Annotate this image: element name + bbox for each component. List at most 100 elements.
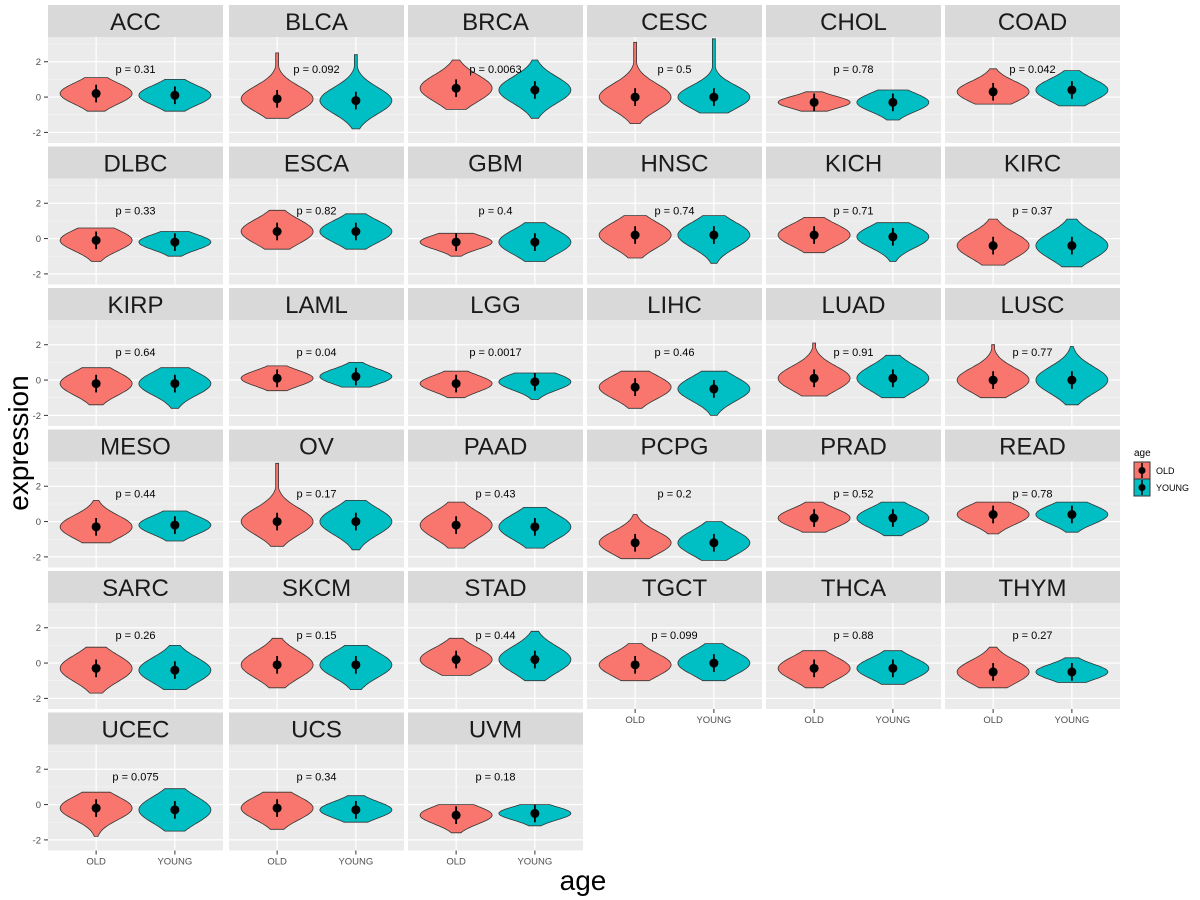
mean-point-old [630,660,640,670]
facet-strip [945,288,1120,320]
facet-panel-gbm: GBM p = 0.4 [408,146,583,285]
x-tick-label: OLD [446,857,466,868]
y-tick-label: -2 [33,552,41,563]
facet-panel-kirc: KIRC p = 0.37 [945,146,1120,285]
facet-title: ESCA [284,151,349,178]
mean-point-young [888,232,898,242]
p-value-label: p = 0.64 [115,347,155,359]
p-value-label: p = 0.34 [296,771,336,783]
p-value-label: p = 0.52 [833,488,873,500]
facet-panel-prad: PRAD p = 0.52 [766,429,941,568]
facet-strip [48,429,223,462]
facet-title: THYM [999,575,1067,602]
facet-title: PCPG [640,434,708,461]
p-value-label: p = 0.2 [658,488,692,500]
facet-strip [408,5,583,37]
facet-panel-chol: CHOL p = 0.78 [766,5,941,143]
y-tick-label: -2 [33,128,41,139]
facet-strip [408,429,583,462]
panel-background [766,603,941,709]
p-value-label: p = 0.88 [833,630,873,642]
mean-point-young [1067,85,1077,95]
mean-point-young [351,805,361,815]
facet-strip [408,146,583,179]
facet-title: LAML [285,292,348,319]
y-tick-label: 0 [36,234,41,245]
facet-strip [587,571,762,603]
mean-point-old [809,513,819,523]
mean-point-young [351,372,361,382]
facet-title: LUAD [821,292,885,319]
p-value-label: p = 0.78 [833,64,873,76]
facet-title: LIHC [647,292,702,319]
p-value-label: p = 0.43 [475,488,515,500]
x-tick-label: YOUNG [157,857,192,868]
p-value-label: p = 0.075 [112,771,158,783]
p-value-label: p = 0.18 [475,771,515,783]
facet-title: HNSC [640,151,708,178]
legend: age OLD YOUNG [1133,448,1189,497]
facet-strip [229,712,404,745]
y-tick-label: 2 [36,482,41,493]
mean-point-young [888,373,898,383]
facet-title: SKCM [282,575,351,602]
facet-panel-laml: LAML p = 0.04 [229,288,404,426]
facet-panel-meso: MESO p = 0.44 -2 0 2 [33,429,223,568]
mean-point-old [91,522,101,532]
facet-strip [766,5,941,37]
mean-point-young [170,665,180,675]
p-value-label: p = 0.74 [654,205,694,217]
mean-point-old [988,375,998,385]
facet-strip [766,429,941,462]
mean-point-old [988,241,998,251]
p-value-label: p = 0.77 [1012,347,1052,359]
mean-point-young [1067,510,1077,519]
facet-strip [766,288,941,320]
facet-panel-paad: PAAD p = 0.43 [408,429,583,568]
y-tick-label: 2 [36,57,41,68]
facet-strip [945,429,1120,462]
mean-point-young [351,96,361,106]
mean-point-old [272,373,282,383]
mean-point-old [988,667,998,677]
p-value-label: p = 0.26 [115,630,155,642]
mean-point-old [988,510,998,519]
mean-point-old [451,520,461,530]
mean-point-young [888,513,898,523]
mean-point-old [630,382,640,392]
mean-point-young [888,97,898,107]
facet-title: READ [999,434,1066,461]
mean-point-old [451,83,461,93]
mean-point-old [91,89,101,99]
facet-title: LUSC [1000,292,1064,319]
legend-key-young [1133,478,1151,497]
facet-panel-read: READ p = 0.78 [945,429,1120,568]
mean-point-young [530,655,540,665]
facet-title: STAD [464,575,526,602]
facet-strip [48,571,223,603]
facet-title: BRCA [462,9,529,36]
violin-young [677,38,751,114]
facet-panel-ucs: UCS p = 0.34 OLD YOUNG [229,712,404,868]
violin-old [956,344,1030,399]
p-value-label: p = 0.04 [296,347,336,359]
p-value-label: p = 0.0063 [469,64,521,76]
p-value-label: p = 0.44 [115,488,155,500]
facet-panel-kirp: KIRP p = 0.64 -2 0 2 [33,288,223,426]
mean-point-young [170,520,180,530]
facet-strip [229,571,404,603]
mean-point-old [91,379,101,389]
facet-strip [408,288,583,320]
facet-panel-kich: KICH p = 0.71 [766,146,941,285]
facet-strip [48,5,223,37]
mean-point-old [451,379,461,389]
facet-panel-lusc: LUSC p = 0.77 [945,288,1120,426]
y-tick-label: 2 [36,340,41,351]
facet-panel-uvm: UVM p = 0.18 OLD YOUNG [408,712,583,868]
x-tick-label: OLD [804,715,824,726]
mean-point-young [530,522,540,532]
mean-point-young [351,660,361,670]
y-tick-label: 0 [36,517,41,528]
facet-title: LGG [470,292,521,319]
facet-title: OV [299,434,334,461]
